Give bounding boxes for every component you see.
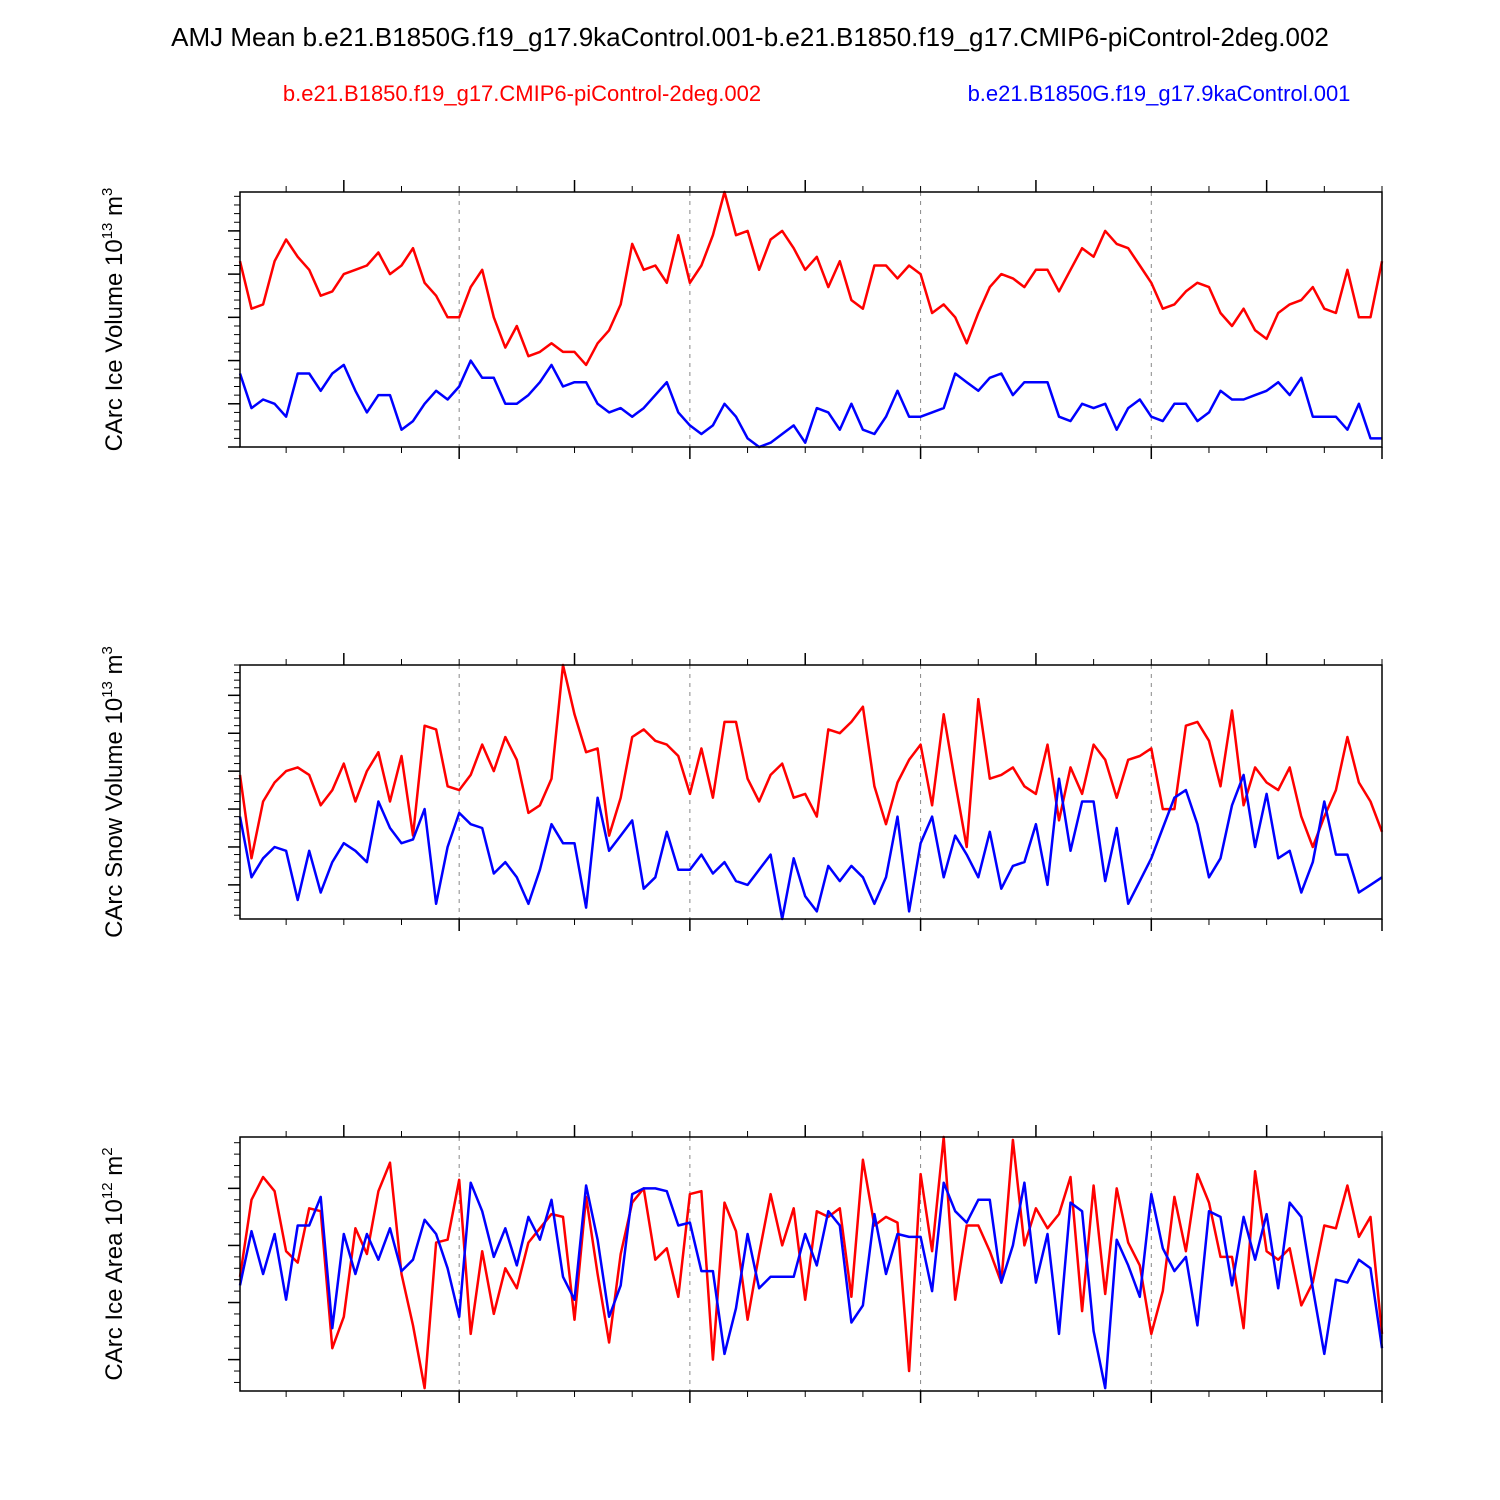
- series-line-red: [238, 190, 1384, 367]
- legend-blue-label: b.e21.B1850G.f19_g17.9kaControl.001: [968, 81, 1351, 106]
- y-axis-title-part: m: [101, 196, 128, 223]
- y-axis-title-superscript: 2: [99, 1147, 116, 1155]
- y-axis-title-superscript: 13: [99, 681, 116, 698]
- series-line-blue: [238, 773, 1383, 921]
- series-line-red: [238, 663, 1384, 860]
- panel-ice-area: CArc Ice Area 1012 m2: [99, 1125, 1384, 1403]
- y-axis-title: CArc Snow Volume 1013 m3: [99, 646, 128, 938]
- panel-ice-volume: CArc Ice Volume 1013 m3: [99, 180, 1384, 459]
- series-line-blue: [238, 359, 1382, 449]
- y-axis-title-part: m: [101, 1156, 128, 1183]
- series-line-blue: [238, 1181, 1384, 1390]
- y-axis-title-superscript: 3: [99, 646, 116, 654]
- series-line-red: [238, 1135, 1384, 1390]
- y-axis-title-superscript: 3: [99, 188, 116, 196]
- y-axis-title-part: CArc Ice Area 10: [101, 1199, 128, 1380]
- y-axis-title: CArc Ice Area 1012 m2: [99, 1147, 128, 1380]
- plot-frame: [239, 664, 1383, 920]
- y-axis-title-part: m: [101, 654, 128, 681]
- y-axis-title-superscript: 13: [99, 223, 116, 240]
- legend-red-label: b.e21.B1850.f19_g17.CMIP6-piControl-2deg…: [283, 81, 761, 106]
- y-axis-title-part: CArc Snow Volume 10: [101, 698, 128, 938]
- y-axis-title: CArc Ice Volume 1013 m3: [99, 188, 128, 452]
- panel-snow-volume: CArc Snow Volume 1013 m3: [99, 646, 1384, 938]
- figure-title: AMJ Mean b.e21.B1850G.f19_g17.9kaControl…: [171, 22, 1329, 52]
- plot-frame: [239, 1136, 1383, 1392]
- plot-frame: [239, 191, 1383, 448]
- y-axis-title-superscript: 12: [99, 1182, 116, 1199]
- y-axis-title-part: CArc Ice Volume 10: [101, 239, 128, 451]
